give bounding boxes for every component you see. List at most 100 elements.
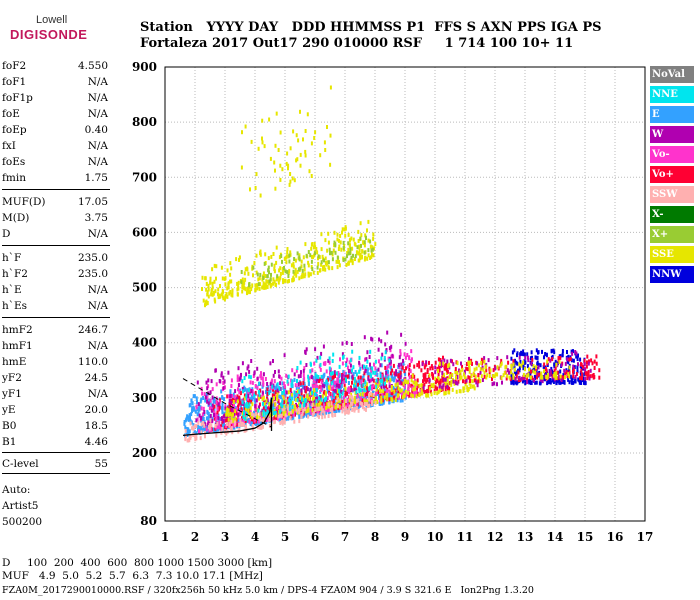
scatter-point: [365, 407, 367, 412]
scatter-point: [292, 412, 295, 417]
scatter-point: [338, 364, 341, 369]
scatter-point: [226, 411, 229, 416]
scatter-point: [234, 398, 237, 403]
scatter-point: [551, 357, 554, 362]
scatter-point: [332, 352, 335, 357]
scatter-point: [366, 404, 369, 409]
scatter-point: [359, 396, 362, 401]
scatter-point: [561, 349, 564, 353]
param-key: fxI: [2, 140, 16, 152]
scatter-point: [220, 265, 223, 270]
scatter-point: [227, 370, 230, 375]
scatter-point: [240, 407, 243, 412]
x-tick-label: 17: [637, 530, 654, 544]
scatter-point: [328, 392, 331, 397]
scatter-point: [218, 379, 221, 383]
scatter-point: [375, 384, 378, 389]
scatter-point: [437, 372, 440, 377]
scatter-point: [444, 391, 447, 396]
scatter-point: [332, 375, 335, 380]
scatter-point: [252, 273, 254, 278]
scatter-point: [237, 387, 239, 392]
param-value: 4.550: [77, 60, 108, 72]
scatter-point: [266, 382, 269, 386]
scatter-point: [307, 393, 310, 398]
scatter-point: [232, 415, 235, 420]
param-value: 246.7: [77, 324, 108, 336]
scatter-point: [272, 403, 275, 408]
scatter-point: [418, 364, 421, 369]
scatter-point: [217, 402, 220, 407]
scatter-point: [313, 394, 315, 399]
scatter-point: [392, 395, 395, 400]
scatter-point: [327, 402, 330, 407]
scatter-point: [582, 364, 585, 369]
scatter-point: [404, 341, 407, 346]
scatter-point: [312, 245, 315, 250]
scatter-point: [477, 373, 480, 377]
scatter-point: [359, 256, 362, 261]
scatter-point: [563, 368, 566, 373]
scatter-point: [320, 232, 323, 237]
scatter-point: [542, 364, 545, 369]
scatter-point: [229, 261, 232, 266]
scatter-point: [444, 363, 447, 368]
scatter-point: [241, 277, 244, 282]
scatter-point: [257, 394, 260, 399]
scatter-point: [403, 392, 406, 397]
scatter-point: [195, 436, 198, 441]
scatter-point: [311, 242, 314, 246]
scatter-point: [319, 367, 322, 372]
scatter-point: [310, 375, 313, 380]
scatter-point: [319, 377, 322, 382]
scatter-point: [297, 267, 300, 272]
scatter-point: [285, 373, 288, 378]
scatter-point: [438, 384, 441, 389]
scatter-point: [463, 375, 466, 380]
scatter-point: [247, 396, 249, 401]
scatter-point: [377, 390, 380, 395]
y-tick-label: 800: [132, 115, 157, 129]
scatter-point: [320, 262, 323, 267]
scatter-point: [387, 376, 390, 381]
scatter-point: [537, 372, 540, 377]
param-key: foE: [2, 108, 20, 120]
scatter-point: [303, 263, 306, 268]
scatter-point: [354, 370, 357, 374]
scatter-point: [377, 367, 380, 372]
scatter-point: [212, 407, 214, 412]
scatter-point: [320, 388, 323, 393]
scatter-point: [195, 396, 198, 401]
scatter-point: [207, 422, 210, 427]
scatter-point: [338, 404, 341, 409]
scatter-point: [464, 382, 467, 387]
scatter-point: [324, 394, 327, 399]
x-tick-label: 2: [191, 530, 199, 544]
scatter-point: [228, 398, 231, 403]
scatter-point: [208, 420, 211, 425]
scatter-point: [363, 388, 366, 393]
scatter-point: [364, 369, 367, 374]
scatter-point: [451, 359, 453, 364]
scatter-point: [236, 374, 239, 379]
scatter-point: [451, 373, 454, 377]
scatter-point: [358, 381, 361, 386]
scatter-point: [466, 385, 469, 390]
scatter-point: [264, 285, 267, 290]
scatter-point: [376, 373, 379, 377]
logo-digisonde: DIGISONDE: [10, 27, 88, 42]
scatter-point: [211, 395, 214, 400]
scatter-point: [581, 376, 583, 381]
scatter-point: [334, 243, 337, 248]
scatter-point: [186, 414, 189, 419]
scatter-point: [273, 263, 276, 268]
scatter-point: [346, 397, 349, 402]
scatter-point: [303, 376, 306, 381]
scatter-point: [280, 376, 283, 381]
scatter-point: [206, 424, 209, 429]
scatter-point: [237, 415, 240, 420]
scatter-point: [468, 369, 471, 374]
scatter-point: [535, 355, 538, 360]
scatter-point: [514, 380, 517, 385]
scatter-point: [360, 380, 363, 385]
